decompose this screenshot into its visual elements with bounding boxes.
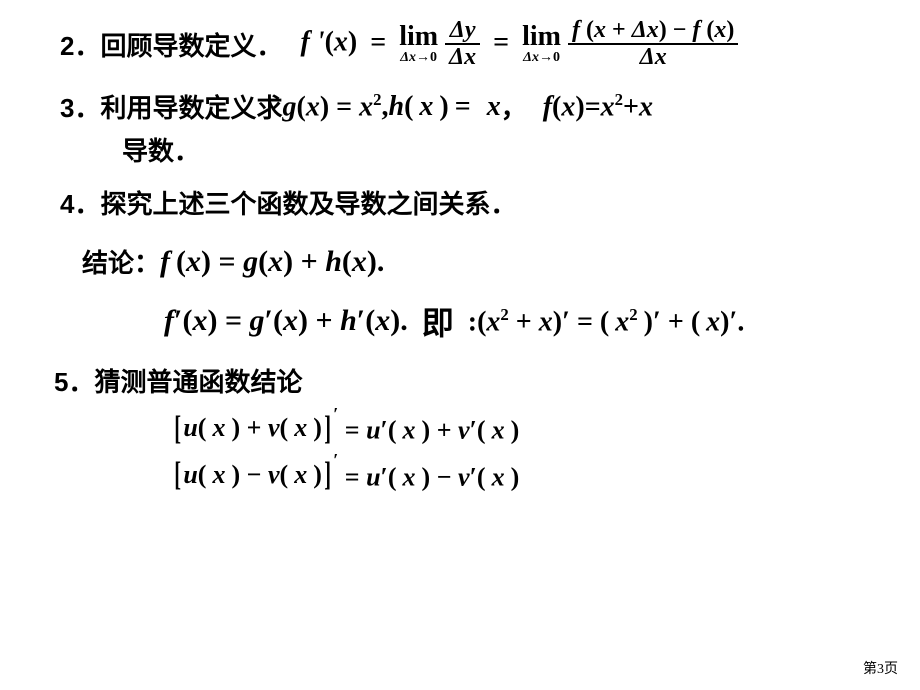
g-of-x: g(x) = x2 [282,90,381,123]
conclusion-line-2: f′(x) = g′(x) + h′(x). 即 :(x2 + x)′ = (x… [164,298,880,344]
comma-1: , [382,91,389,123]
conclusion-label: 结论： [82,243,160,280]
difference-rule: [ u(x) − v(x) ]′ = u′(x) − v′(x) [172,460,880,492]
fraction-def: f (x + Δx) − f (x) Δx [568,18,738,70]
fraction-dy-dx: Δy Δx [445,18,480,70]
item-4-num: 4． [60,184,100,221]
item-2-label: 回顾导数定义． [100,26,282,63]
slide: 2． 回顾导数定义． f '(x) = lim Δx→0 Δy Δx = lim… [0,0,920,690]
item-3-label-b: 导数． [122,131,880,168]
comma-2: ， [501,88,527,125]
item-5: 5． 猜测普通函数结论 [54,362,880,399]
limit-1: lim Δx→0 [399,23,438,65]
conclusion-line-1: 结论： f(x) = g(x) + h(x). [60,243,880,280]
item-2: 2． 回顾导数定义． f '(x) = lim Δx→0 Δy Δx = lim… [60,18,880,70]
ji-label: 即 [422,298,454,344]
limit-2: lim Δx→0 [522,23,561,65]
item-4-label: 探究上述三个函数及导数之间关系． [100,184,516,221]
h-of-x: h(x)=x [389,91,501,123]
fprime-eq: f′(x) = g′(x) + h′(x). [164,304,408,338]
derivative-definition: f '(x) = lim Δx→0 Δy Δx = lim Δx→0 f (x … [300,18,738,70]
derivative-expansion: :(x2 + x)′ = (x2)′ + (x)′. [468,305,745,338]
sum-rule: [ u(x) + v(x) ]′ = u′(x) + v′(x) [172,413,880,445]
eq-sign-2: = [493,27,509,58]
item-4: 4． 探究上述三个函数及导数之间关系． [60,184,880,221]
f-of-x: f(x)=x2+x [527,90,653,123]
page-number: 第3页 [863,658,898,678]
lim-label: lim [399,23,438,51]
g-pow: 2 [373,90,381,109]
f-pow: 2 [615,90,623,109]
item-5-num: 5． [54,362,94,399]
eq-sign-1: = [370,27,386,58]
item-3-label-a: 利用导数定义求 [100,88,282,125]
item-5-label: 猜测普通函数结论 [94,362,302,399]
item-3-num: 3． [60,88,100,125]
f-eq-g-plus-h: f(x) = g(x) + h(x). [160,245,384,279]
lim-label-2: lim [522,23,561,51]
item-3: 3． 利用导数定义求 g(x) = x2 , h(x)=x ， f(x)=x2+… [60,88,880,125]
item-2-num: 2． [60,26,100,63]
